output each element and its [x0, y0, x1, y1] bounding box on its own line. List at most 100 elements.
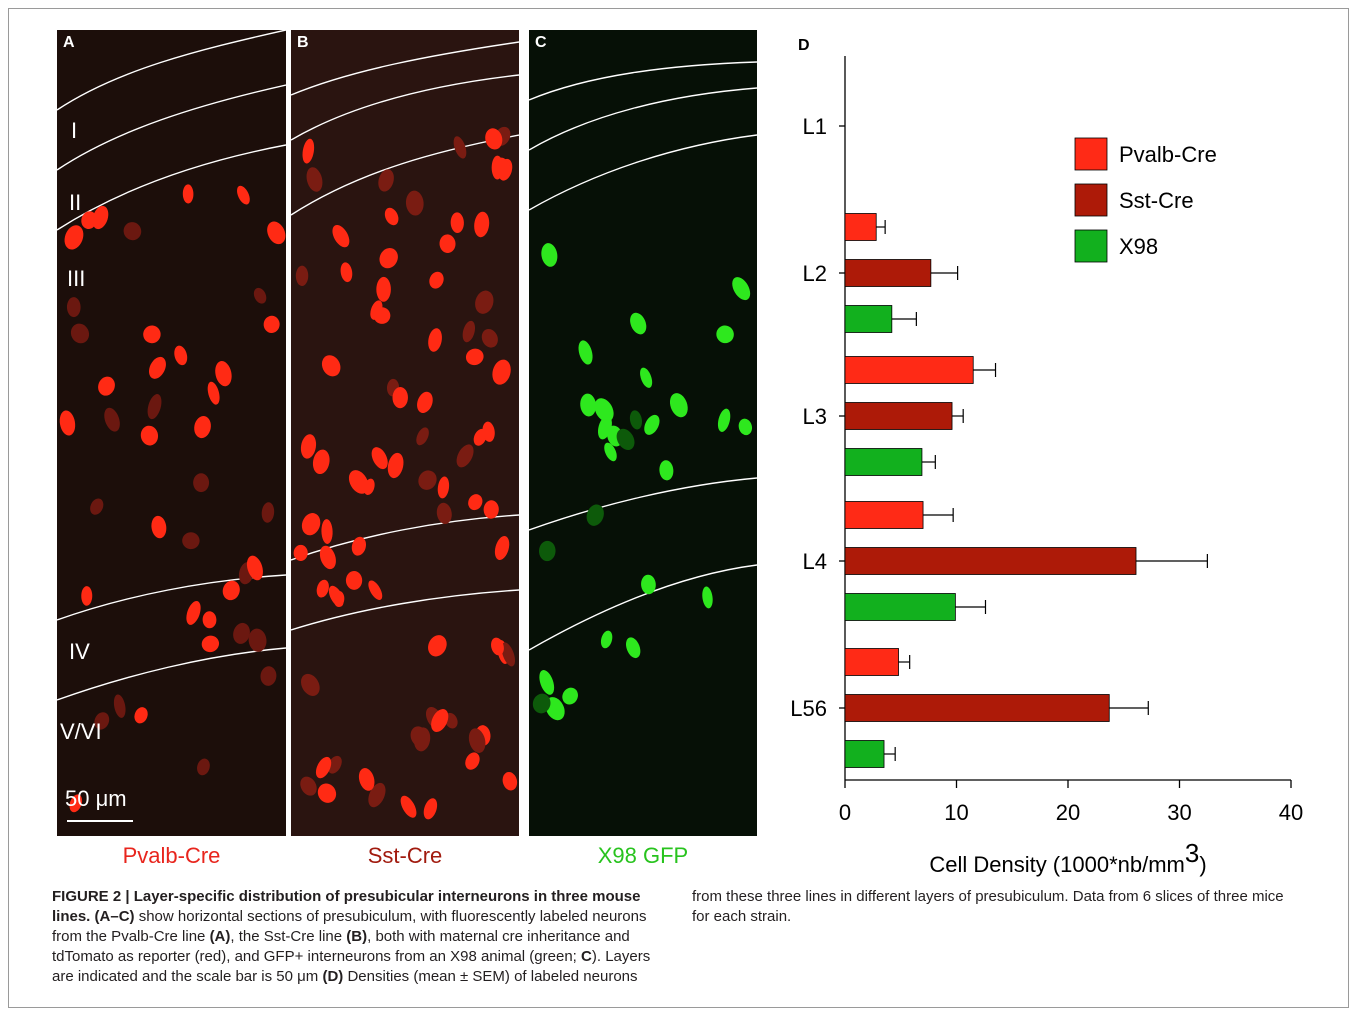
labeled-neuron: [702, 586, 713, 609]
layer-boundary-line: [529, 564, 757, 651]
x-tick-label: 10: [944, 800, 968, 825]
bar-sst-cre: [844, 547, 1137, 575]
labeled-neuron: [148, 356, 166, 379]
bar-x98: [844, 593, 956, 621]
caption-ref-b: (B): [346, 928, 368, 945]
layer-boundary-line: [57, 30, 286, 111]
labeled-neuron: [194, 416, 211, 439]
labeled-neuron: [716, 325, 734, 344]
labeled-neuron: [475, 290, 494, 314]
labeled-neuron: [616, 428, 635, 450]
x-tick-label: 40: [1279, 800, 1303, 825]
labeled-neuron: [267, 221, 286, 245]
labeled-neuron: [501, 642, 516, 667]
labeled-neuron: [81, 586, 93, 606]
labeled-neuron: [481, 328, 498, 348]
labeled-neuron: [738, 418, 753, 436]
labeled-neuron: [453, 136, 467, 159]
y-category-label: L3: [803, 404, 827, 429]
density-bar-chart: D 0 10 20 30 40 L1 L2 L3 L4 L56 Pvalb-Cre Sst-Cre X98…: [790, 37, 1303, 877]
labeled-neuron: [151, 515, 167, 539]
labeled-neuron: [201, 635, 220, 653]
labeled-neuron: [465, 348, 484, 366]
bar-sst-cre: [844, 694, 1110, 722]
labeled-neuron: [644, 414, 660, 435]
labeled-neuron: [539, 670, 555, 695]
labeled-neuron: [468, 728, 486, 753]
labeled-neuron: [562, 687, 578, 705]
labeled-neuron: [327, 755, 342, 774]
labeled-neuron: [301, 513, 321, 536]
bar-sst-cre: [844, 402, 953, 430]
labeled-neuron: [186, 601, 201, 625]
labeled-neuron: [428, 328, 442, 352]
legend-label: Pvalb-Cre: [1119, 142, 1217, 167]
caption-ref-abc: (A–C): [94, 908, 135, 925]
strain-label-pvalb: Pvalb-Cre: [122, 843, 221, 868]
figure-frame: [8, 8, 1349, 1008]
labeled-neuron: [69, 794, 83, 813]
caption-ref-c: C: [581, 948, 592, 965]
layer-boundary-line: [529, 477, 757, 531]
x-tick-label: 30: [1167, 800, 1191, 825]
labeled-neuron: [143, 325, 161, 344]
layer-boundary-line: [57, 144, 286, 231]
labeled-neuron: [483, 500, 499, 519]
y-category-label: L4: [803, 549, 827, 574]
labeled-neuron: [429, 271, 444, 289]
panel-b-micrograph: B: [291, 30, 519, 836]
layer-boundary-line: [291, 589, 519, 631]
labeled-neuron: [253, 287, 267, 304]
layer-label-iv: IV: [69, 639, 90, 664]
labeled-neuron: [732, 277, 751, 301]
x-tick-label: 20: [1056, 800, 1080, 825]
labeled-neuron: [246, 555, 263, 581]
bar-pvalb-cre: [844, 501, 924, 529]
labeled-neuron: [436, 502, 452, 525]
labeled-neuron: [371, 447, 388, 470]
labeled-neuron: [405, 190, 424, 216]
labeled-neuron: [482, 421, 495, 442]
labeled-neuron: [316, 579, 329, 598]
labeled-neuron: [370, 300, 383, 320]
caption-text-5: Densities (mean ± SEM) of labeled neuron…: [343, 888, 1284, 985]
labeled-neuron: [113, 694, 126, 718]
labeled-neuron: [659, 460, 674, 481]
labeled-neuron: [630, 312, 647, 335]
labeled-neuron: [182, 184, 194, 204]
labeled-neuron: [439, 234, 456, 253]
labeled-neuron: [578, 340, 593, 365]
labeled-neuron: [348, 470, 369, 494]
bar-pvalb-cre: [844, 213, 877, 241]
labeled-neuron: [400, 795, 417, 818]
labeled-neuron: [340, 262, 353, 283]
sst-micrograph-image: [291, 41, 519, 820]
caption-text-2: , the Sst-Cre line: [230, 928, 347, 945]
labeled-neuron: [263, 315, 280, 333]
layer-label-iii: III: [67, 266, 86, 291]
labeled-neuron: [321, 519, 333, 544]
labeled-neuron: [379, 248, 398, 269]
labeled-neuron: [450, 212, 464, 234]
layer-boundary-line: [529, 134, 757, 211]
labeled-neuron: [387, 452, 404, 479]
labeled-neuron: [640, 367, 653, 388]
labeled-neuron: [717, 408, 731, 432]
layer-boundary-line: [529, 87, 757, 151]
labeled-neuron: [363, 478, 375, 496]
labeled-neuron: [319, 545, 336, 570]
labeled-neuron: [315, 756, 332, 779]
bar-x98: [844, 448, 923, 476]
labeled-neuron: [64, 225, 84, 250]
labeled-neuron: [295, 265, 309, 286]
labeled-neuron: [193, 473, 210, 493]
labeled-neuron: [465, 752, 480, 770]
labeled-neuron: [368, 580, 383, 600]
labeled-neuron: [468, 494, 483, 511]
labeled-neuron: [418, 470, 437, 490]
labeled-neuron: [302, 138, 315, 164]
labeled-neuron: [233, 622, 250, 644]
panel-c-micrograph: C: [529, 30, 757, 836]
labeled-neuron: [492, 359, 511, 385]
labeled-neuron: [94, 712, 110, 730]
